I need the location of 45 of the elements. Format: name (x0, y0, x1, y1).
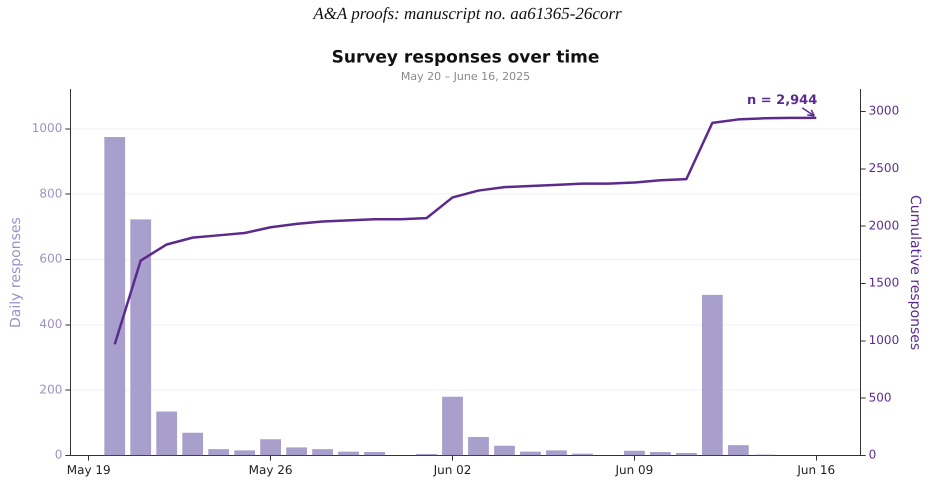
annotation: n = 2,944 (746, 92, 818, 108)
y2-tick-label: 1000 (868, 332, 900, 347)
y-tick-label: 400 (39, 317, 62, 332)
bar (650, 452, 671, 456)
y-tick-label: 800 (39, 186, 62, 200)
y2-tick-label: 0 (868, 448, 876, 462)
y2-tick-label: 2500 (868, 160, 900, 175)
y2-axis-title: Cumulative responses (906, 194, 923, 350)
x-tick-label: Jun 09 (614, 462, 654, 477)
bar (468, 436, 489, 456)
bar (156, 411, 178, 456)
bar (728, 445, 749, 456)
x-tick-label: May 26 (248, 462, 293, 477)
text: A&A proofs: manuscript no. aa61365-26corr (312, 4, 623, 24)
chart-title: Survey responses over time (332, 48, 600, 68)
bar (676, 452, 697, 456)
bar (234, 450, 256, 456)
x-tick-label: May 19 (66, 462, 111, 477)
y-tick-label: 600 (39, 252, 62, 266)
bar (702, 294, 723, 456)
bar (520, 452, 541, 456)
bar (104, 136, 126, 456)
bar (130, 219, 152, 456)
y2-tick-label: 3000 (868, 104, 900, 118)
y2-tick-label: 2000 (868, 218, 900, 232)
x-tick-label: Jun 02 (432, 462, 472, 477)
bar (182, 432, 204, 456)
bar (286, 447, 308, 456)
y-tick-label: 200 (39, 382, 62, 396)
bar (442, 396, 463, 456)
bar (624, 450, 645, 456)
bar (260, 439, 282, 456)
chart-subtitle: May 20 – June 16, 2025 (400, 70, 530, 83)
x-tick-label: Jun 16 (796, 462, 836, 477)
y-tick-label: 0 (54, 448, 62, 462)
bar (546, 450, 567, 456)
y2-tick-label: 1500 (868, 276, 900, 290)
bar (208, 449, 230, 456)
bar (338, 452, 359, 456)
y-tick-label: 1000 (32, 120, 62, 135)
bar (364, 452, 385, 456)
bar (494, 446, 515, 456)
bar (312, 449, 333, 456)
y2-tick-label: 500 (868, 390, 892, 404)
y-axis-title: Daily responses (8, 217, 24, 328)
